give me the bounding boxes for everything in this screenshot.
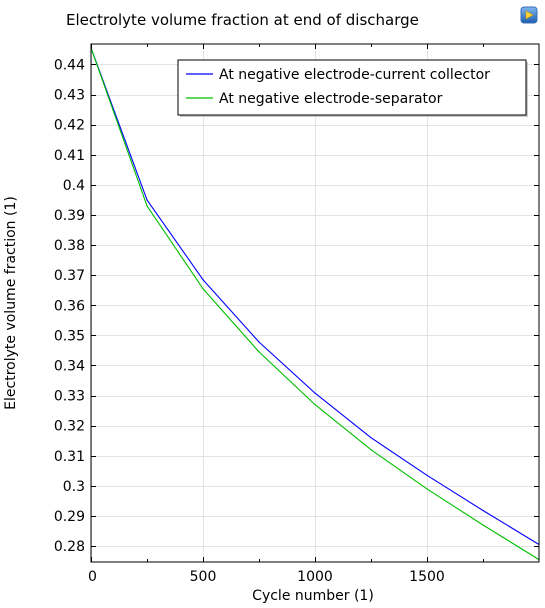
y-tick-label: 0.36	[54, 298, 85, 314]
y-tick-label: 0.42	[54, 118, 85, 134]
series-1-point	[370, 437, 372, 439]
x-tick-label: 1000	[297, 569, 333, 585]
series-2-point	[258, 351, 260, 353]
chart-title: Electrolyte volume fraction at end of di…	[66, 11, 419, 29]
y-tick-label: 0.32	[54, 419, 85, 435]
series-2-point	[146, 205, 148, 207]
y-tick-label: 0.28	[54, 539, 85, 555]
y-tick-label: 0.4	[63, 178, 85, 194]
series-2-point	[202, 288, 204, 290]
x-tick-label: 1500	[409, 569, 445, 585]
y-tick-label: 0.39	[54, 208, 85, 224]
series-1-point	[426, 474, 428, 476]
x-tick-label: 500	[190, 569, 217, 585]
grid-lines	[91, 44, 539, 562]
y-tick-label: 0.43	[54, 88, 85, 104]
y-tick-label: 0.34	[54, 358, 85, 374]
axis-ticks: 0 500 1000 1500 0.28 0.29 0.3 0.31 0.32 0.33 0.34 0…	[54, 44, 539, 585]
legend-box	[177, 59, 527, 116]
series-1-point	[482, 509, 484, 512]
legend: At negative electrode-current collector A…	[177, 59, 528, 117]
series-1-point	[258, 341, 260, 343]
y-tick-label: 0.37	[54, 268, 85, 284]
y-tick-label: 0.35	[54, 328, 85, 344]
y-tick-label: 0.31	[54, 449, 85, 465]
legend-label-2: At negative electrode-separator	[219, 91, 443, 107]
x-axis-label: Cycle number (1)	[252, 588, 374, 604]
app-logo-icon	[520, 6, 538, 24]
series-lines	[90, 47, 540, 561]
series-1-point	[146, 199, 148, 201]
legend-label-1: At negative electrode-current collector	[219, 67, 490, 83]
series-2-point	[314, 403, 316, 406]
series-1-point	[314, 392, 316, 394]
y-tick-label: 0.44	[54, 57, 85, 73]
series-2-point	[426, 488, 428, 490]
series-2-point	[370, 449, 372, 451]
y-tick-label: 0.29	[54, 509, 85, 525]
series-1-point	[202, 279, 204, 281]
y-axis-label: Electrolyte volume fraction (1)	[3, 196, 19, 410]
series-2-point	[482, 524, 484, 526]
y-tick-label: 0.41	[54, 148, 85, 164]
y-tick-label: 0.38	[54, 238, 85, 254]
x-tick-label: 0	[88, 569, 97, 585]
y-tick-label: 0.33	[54, 389, 85, 405]
y-tick-label: 0.3	[63, 479, 85, 495]
